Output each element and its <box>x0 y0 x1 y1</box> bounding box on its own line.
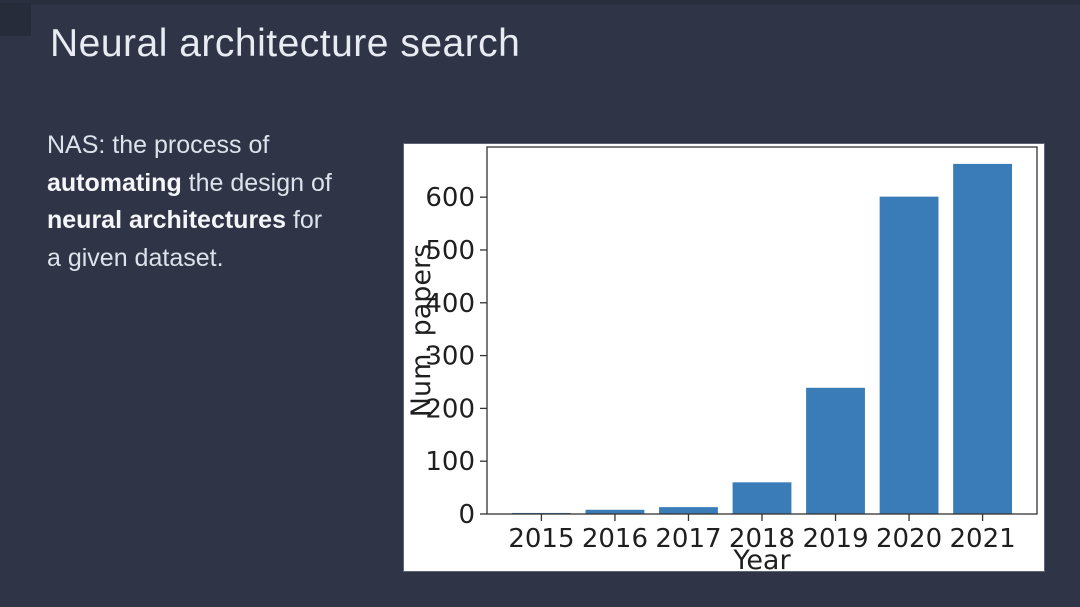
x-axis-title: Year <box>732 545 791 571</box>
papers-bar-chart: 0 100 200 300 400 500 600 2015 2016 2017 2018 2019 2… <box>406 146 1038 571</box>
bar-2016 <box>585 509 645 514</box>
x-tick-label: 2019 <box>802 524 868 554</box>
x-tick-label: 2017 <box>655 524 721 554</box>
y-axis-title: Num. papers <box>406 244 437 417</box>
y-tick-label: 0 <box>458 500 475 530</box>
slide-title: Neural architecture search <box>50 22 521 65</box>
top-left-corner-artifact <box>0 3 31 36</box>
x-tick-label: 2021 <box>950 524 1016 554</box>
top-edge-artifact <box>0 0 1080 5</box>
bar-2018 <box>732 482 792 514</box>
x-tick-label: 2015 <box>508 524 574 554</box>
x-tick-label: 2016 <box>582 524 648 554</box>
y-tick-label: 400 <box>425 289 475 319</box>
x-tick-label: 2018 <box>729 524 795 554</box>
body-text-line: neural architectures for <box>47 206 323 234</box>
body-text-line: NAS: the process of <box>47 131 270 159</box>
x-tick-label: 2020 <box>876 524 942 554</box>
bar-2019 <box>806 387 865 514</box>
body-text-line: a given dataset. <box>47 243 224 272</box>
bar-2021 <box>953 163 1012 515</box>
bar-2020 <box>879 196 939 515</box>
y-tick-label: 100 <box>425 447 475 477</box>
nas-definition-text: NAS: the process of automating the design… <box>47 127 407 277</box>
body-text-line: automating the design of <box>47 168 332 197</box>
bar-2017 <box>659 507 718 514</box>
y-tick-label: 600 <box>425 183 475 213</box>
y-tick-label: 300 <box>425 342 475 372</box>
y-tick-label: 500 <box>425 236 475 266</box>
papers-chart-panel: 0 100 200 300 400 500 600 2015 2016 2017 2018 2019 2… <box>404 144 1044 571</box>
y-tick-label: 200 <box>425 394 475 424</box>
